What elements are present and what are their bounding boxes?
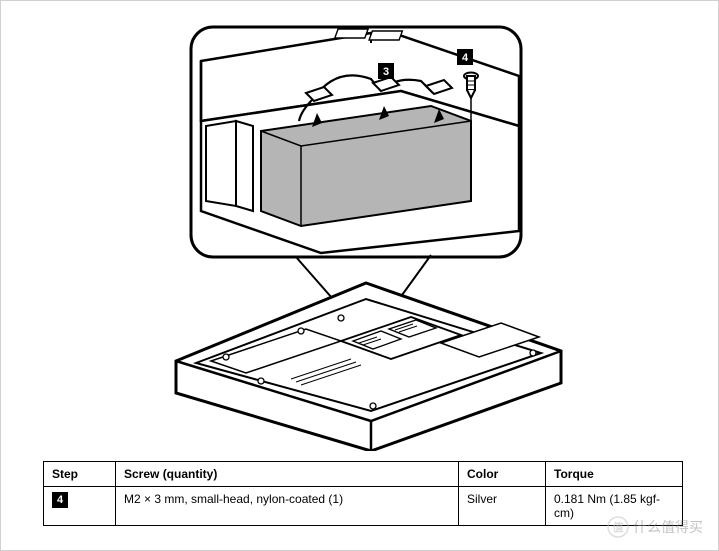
cell-color: Silver	[459, 487, 546, 526]
laptop-disassembly-illustration: 3 4	[141, 21, 581, 451]
col-color: Color	[459, 462, 546, 487]
step-badge: 4	[52, 492, 68, 508]
laptop-bottom-view	[176, 283, 561, 451]
screw-spec-table: Step Screw (quantity) Color Torque 4 M2 …	[43, 461, 683, 526]
watermark-icon: 值	[607, 516, 629, 538]
cell-step: 4	[44, 487, 116, 526]
callout-label-3: 3	[383, 66, 389, 78]
cell-screw: M2 × 3 mm, small-head, nylon-coated (1)	[116, 487, 459, 526]
watermark-text: 什么值得买	[633, 517, 703, 537]
table-header-row: Step Screw (quantity) Color Torque	[44, 462, 683, 487]
callout-interior: 3 4	[201, 29, 519, 253]
col-torque: Torque	[546, 462, 683, 487]
table-row: 4 M2 × 3 mm, small-head, nylon-coated (1…	[44, 487, 683, 526]
col-step: Step	[44, 462, 116, 487]
col-screw: Screw (quantity)	[116, 462, 459, 487]
watermark: 值 什么值得买	[607, 516, 703, 538]
svg-text:值: 值	[613, 520, 624, 534]
callout-label-4: 4	[462, 52, 469, 64]
